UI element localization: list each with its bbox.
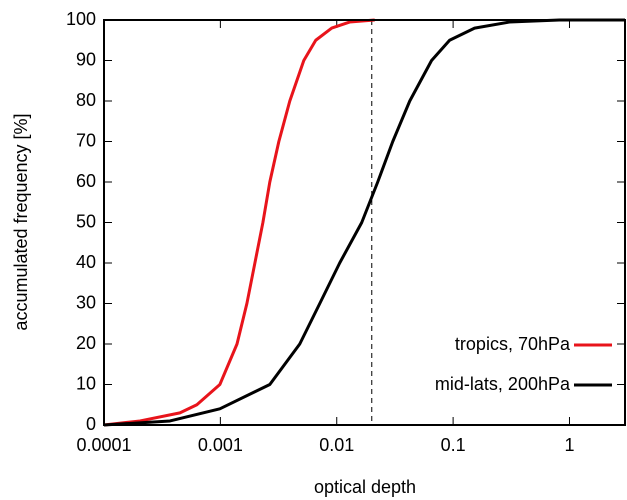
data-line <box>103 18 375 427</box>
plot-frame <box>103 19 626 426</box>
y-tick-label: 60 <box>76 171 96 191</box>
y-tick-label: 50 <box>76 211 96 231</box>
y-tick-label: 70 <box>76 130 96 150</box>
legend-label: tropics, 70hPa <box>455 334 571 354</box>
x-tick-label: 0.1 <box>441 435 466 455</box>
y-tick-label: 80 <box>76 90 96 110</box>
y-tick-label: 0 <box>86 414 96 434</box>
x-tick-label: 0.01 <box>319 435 354 455</box>
y-tick-label: 10 <box>76 373 96 393</box>
y-tick-label: 90 <box>76 49 96 69</box>
x-tick-label: 0.001 <box>198 435 243 455</box>
data-line <box>103 18 625 427</box>
y-tick-label: 40 <box>76 252 96 272</box>
x-axis-label: optical depth <box>314 477 416 497</box>
legend-label: mid-lats, 200hPa <box>435 374 571 394</box>
y-axis-label: accumulated frequency [%] <box>11 113 31 330</box>
y-tick-label: 30 <box>76 292 96 312</box>
x-tick-label: 1 <box>564 435 574 455</box>
y-tick-label: 20 <box>76 333 96 353</box>
x-tick-label: 0.0001 <box>76 435 131 455</box>
y-tick-label: 100 <box>66 9 96 29</box>
